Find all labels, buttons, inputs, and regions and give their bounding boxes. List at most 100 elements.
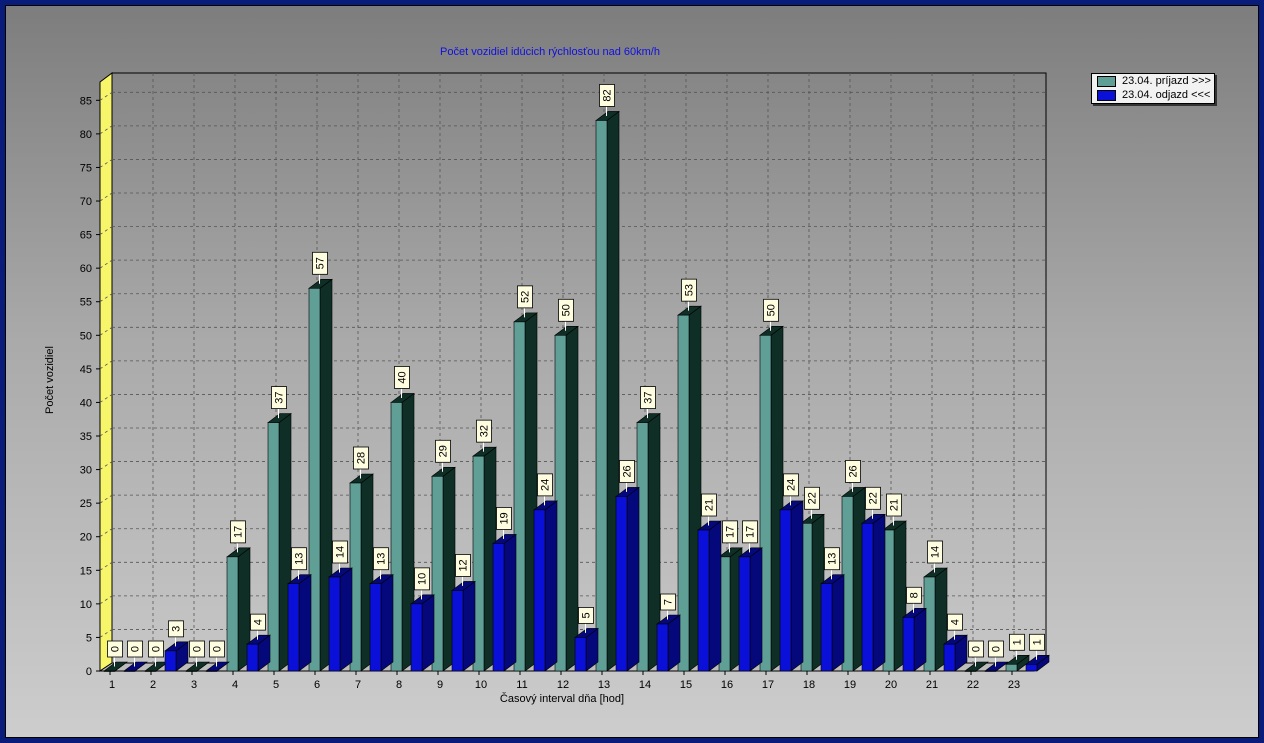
bar (513, 321, 526, 672)
data-label: 40 (397, 371, 409, 383)
grid-line-side (99, 394, 113, 403)
data-label-box (804, 486, 820, 510)
grid-line-side (99, 360, 113, 370)
grid-line-side (99, 494, 113, 504)
bar-side (790, 500, 804, 672)
legend-label-departure: 23.04. odjazd <<< (1122, 89, 1211, 101)
bar (123, 670, 136, 672)
data-label-box (271, 386, 287, 409)
bar (205, 670, 218, 672)
y-tick-label: 45 (80, 364, 92, 376)
y-tick-label: 60 (80, 263, 92, 275)
data-label-box (742, 520, 758, 544)
x-tick-label: 12 (557, 679, 569, 691)
data-label: 8 (909, 592, 921, 598)
bar-side (462, 580, 476, 672)
bar (451, 590, 464, 672)
data-label-box (640, 386, 656, 409)
grid-line-side (99, 192, 113, 202)
x-tick-label: 11 (516, 679, 527, 691)
y-axis-label: Počet vozidiel (44, 346, 56, 414)
data-label-box (250, 613, 266, 631)
legend-item-arrival: 23.04. príjazd >>> (1092, 74, 1214, 88)
data-label: 24 (786, 479, 798, 491)
bar (1005, 663, 1018, 672)
data-label-box (168, 620, 184, 638)
y-tick-label: 20 (80, 532, 92, 544)
bar (738, 556, 751, 672)
data-label-box (886, 493, 902, 517)
bar (328, 576, 341, 672)
bar (103, 670, 116, 672)
legend-swatch-arrival (1097, 75, 1116, 87)
legend-label-arrival: 23.04. príjazd >>> (1122, 75, 1211, 87)
data-label: 0 (110, 646, 122, 652)
bar-side (872, 513, 886, 672)
x-tick-label: 2 (150, 679, 156, 691)
bar-side (380, 574, 394, 672)
x-tick-label: 1 (109, 679, 115, 691)
x-tick-label: 16 (721, 679, 733, 691)
x-tick-label: 7 (355, 679, 361, 691)
data-label: 3 (171, 626, 183, 632)
data-label-box (291, 547, 307, 571)
data-label: 0 (130, 646, 142, 652)
bar-side (339, 567, 353, 672)
x-tick-label: 14 (639, 679, 651, 691)
data-label-box (701, 493, 717, 517)
data-label-box (988, 640, 1004, 658)
legend-swatch-departure (1097, 89, 1116, 101)
bar-side (667, 614, 681, 672)
grid-line-side (99, 91, 113, 101)
bar (267, 422, 280, 672)
bar (759, 334, 772, 672)
bar-side (913, 607, 927, 672)
x-tick-label: 9 (437, 679, 443, 691)
data-label: 0 (192, 646, 204, 652)
legend-item-departure: 23.04. odjazd <<< (1092, 88, 1214, 102)
data-label-box (763, 298, 779, 322)
bar (615, 496, 628, 672)
x-tick-label: 21 (926, 679, 938, 691)
data-label: 26 (622, 465, 634, 477)
data-label-box (558, 298, 574, 322)
data-label: 21 (704, 499, 716, 511)
data-label-box (414, 567, 430, 591)
grid-line-side (99, 326, 113, 336)
side-wall (99, 72, 113, 672)
y-tick-label: 55 (80, 297, 92, 309)
data-label: 28 (356, 452, 368, 464)
x-tick-label: 19 (844, 679, 856, 691)
data-label: 10 (417, 573, 429, 585)
bar (943, 643, 956, 672)
data-label-box (455, 554, 471, 577)
bar (595, 120, 608, 672)
bar (369, 583, 382, 672)
data-label: 5 (581, 612, 593, 618)
data-label: 12 (458, 559, 470, 571)
bar (820, 583, 833, 672)
x-axis-label: Časový interval dňa [hod] (500, 692, 624, 705)
bar-side (708, 520, 722, 672)
bar (492, 543, 505, 672)
bar-side (626, 486, 640, 672)
data-label: 14 (335, 546, 347, 558)
data-label-box (127, 640, 143, 658)
data-label: 0 (971, 646, 983, 652)
data-label: 17 (725, 526, 737, 538)
grid-line-side (99, 461, 113, 470)
grid-line-side (99, 427, 113, 437)
data-label-box (312, 251, 328, 275)
data-label: 82 (602, 89, 614, 101)
data-label-box (373, 547, 389, 571)
bar (144, 670, 157, 672)
data-label-box (476, 419, 492, 443)
bar (1025, 663, 1038, 672)
data-label: 21 (889, 499, 901, 511)
data-label: 37 (643, 391, 655, 403)
data-label-box (599, 84, 615, 107)
data-label-box (578, 607, 594, 624)
data-label-box (517, 285, 533, 309)
data-label: 1 (1012, 639, 1024, 645)
data-label-box (947, 613, 963, 631)
